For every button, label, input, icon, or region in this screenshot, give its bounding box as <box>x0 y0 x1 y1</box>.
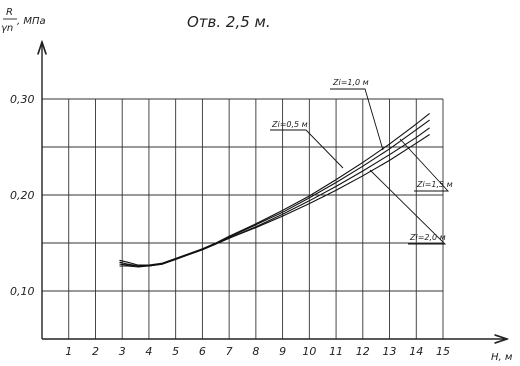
x-tick-label-14: 15 <box>436 345 450 358</box>
y-tick-labels: 0,10 0,20 0,30 <box>10 93 35 298</box>
x-tick-label-9: 10 <box>302 345 316 358</box>
y-axis-label-numerator: R <box>6 7 13 18</box>
x-tick-label-8: 9 <box>279 345 286 358</box>
series-label-leader-0 <box>270 129 344 169</box>
x-tick-label-0: 1 <box>65 345 72 358</box>
series-line-3 <box>119 134 430 268</box>
y-tick-label-2: 0,30 <box>10 93 35 106</box>
x-tick-label-12: 13 <box>383 345 397 358</box>
x-tick-label-10: 11 <box>329 345 343 358</box>
series-label-3: Zi=2,0 м <box>409 233 446 242</box>
series-label-leader-1 <box>330 88 384 151</box>
x-axis-label: H, м <box>491 352 513 363</box>
y-axis-label-denominator: γn <box>1 23 13 34</box>
x-tick-label-11: 12 <box>356 345 370 358</box>
x-tick-label-5: 6 <box>199 345 206 358</box>
y-tick-label-1: 0,20 <box>10 189 35 202</box>
series-label-2: Zi=1,5 м <box>416 180 453 189</box>
x-tick-label-4: 5 <box>172 345 179 358</box>
series-label-1: Zi=1,0 м <box>332 78 369 87</box>
grid <box>42 98 444 339</box>
y-tick-label-0: 0,10 <box>10 285 35 298</box>
x-tick-label-13: 14 <box>409 345 423 358</box>
series-labels: Zi=0,5 м Zi=1,0 м Zi=1,5 м Zi=2,0 м <box>270 78 453 245</box>
x-tick-labels: 1 2 3 4 5 6 7 8 9 10 11 12 13 14 15 <box>65 345 450 358</box>
series-lines <box>119 112 430 268</box>
series-line-1 <box>119 119 430 267</box>
x-tick-label-2: 3 <box>119 345 126 358</box>
y-axis-label-unit: , МПа <box>17 16 46 27</box>
x-tick-label-1: 2 <box>92 345 99 358</box>
chart-title: Отв. 2,5 м. <box>187 13 271 31</box>
y-axis-label: R γn , МПа <box>1 7 46 34</box>
series-label-leader-2 <box>399 138 450 192</box>
x-tick-label-3: 4 <box>145 345 152 358</box>
series-line-0 <box>119 112 430 266</box>
x-tick-label-7: 8 <box>252 345 259 358</box>
series-label-leader-3 <box>369 169 447 245</box>
x-tick-label-6: 7 <box>226 345 233 358</box>
series-label-0: Zi=0,5 м <box>271 120 308 129</box>
